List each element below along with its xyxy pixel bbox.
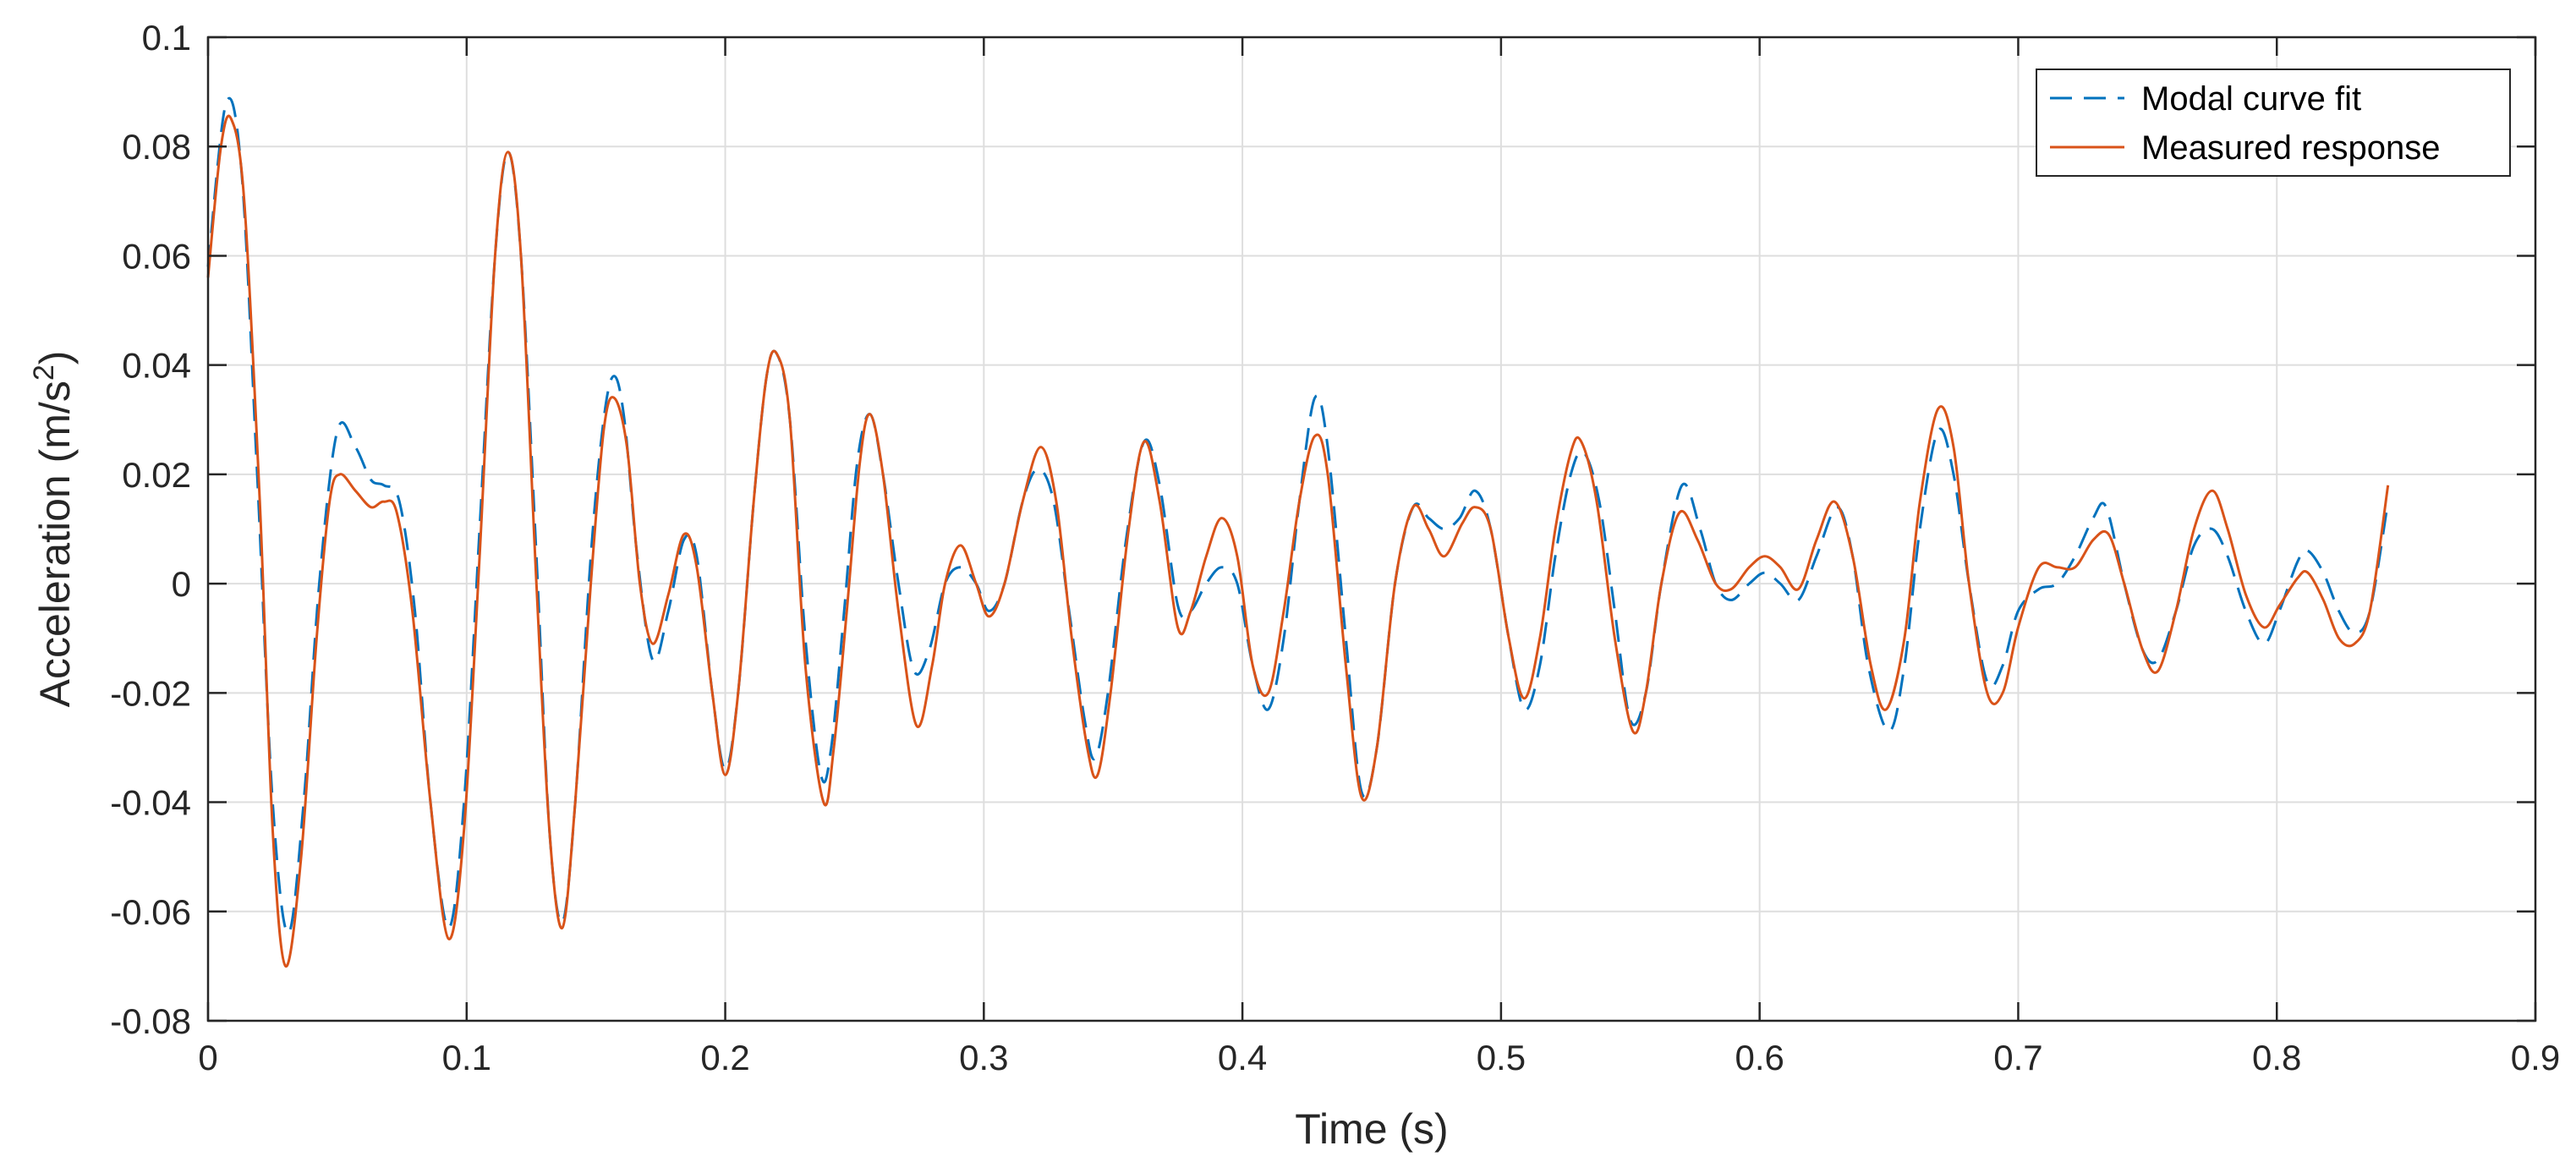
y-axis-title-superscript: 2 — [28, 365, 60, 381]
x-tick-label: 0.2 — [700, 1038, 749, 1077]
x-tick-label: 0.6 — [1735, 1038, 1784, 1077]
y-tick-label: -0.04 — [110, 783, 191, 823]
y-axis-title-close: ) — [31, 351, 79, 365]
y-tick-label: 0.06 — [122, 236, 191, 276]
y-tick-label: 0.02 — [122, 455, 191, 495]
y-tick-label: 0.04 — [122, 346, 191, 386]
plot-area — [208, 37, 2535, 1021]
y-tick-label: -0.02 — [110, 673, 191, 713]
legend-label-modal-curve-fit: Modal curve fit — [2141, 80, 2361, 118]
y-tick-label: 0 — [172, 564, 191, 604]
x-tick-label: 0.8 — [2252, 1038, 2301, 1077]
y-axis-ticks: -0.08 -0.06 -0.04 -0.02 0 0.02 0.04 0.06 0.08 0.1 — [110, 18, 2535, 1041]
legend-box — [2036, 69, 2511, 177]
y-axis-title: Acceleration (m/s2) — [28, 351, 79, 708]
series-layer — [206, 96, 2390, 967]
y-tick-label: 0.08 — [122, 127, 191, 167]
y-tick-label: 0.1 — [142, 18, 191, 58]
x-tick-label: 0.9 — [2511, 1038, 2560, 1077]
y-tick-label: -0.06 — [110, 892, 191, 932]
y-axis-title-main: Acceleration (m/s — [31, 381, 79, 707]
plot-frame — [206, 36, 2537, 1022]
x-axis-ticks: 0 0.1 0.2 0.3 0.4 0.5 0.6 0.7 0.8 0.9 — [198, 37, 2560, 1077]
x-tick-label: 0.4 — [1218, 1038, 1267, 1077]
legend-label-measured-response: Measured response — [2141, 129, 2441, 167]
series-line-measured-response — [206, 114, 2390, 967]
x-tick-label: 0.7 — [1993, 1038, 2042, 1077]
legend: Modal curve fit Measured response — [2036, 69, 2511, 177]
x-axis-title: Time (s) — [1295, 1105, 1448, 1153]
x-tick-label: 0 — [198, 1038, 217, 1077]
x-tick-label: 0.5 — [1477, 1038, 1526, 1077]
x-tick-label: 0.1 — [442, 1038, 491, 1077]
y-tick-label: -0.08 — [110, 1001, 191, 1041]
x-tick-label: 0.3 — [959, 1038, 1008, 1077]
